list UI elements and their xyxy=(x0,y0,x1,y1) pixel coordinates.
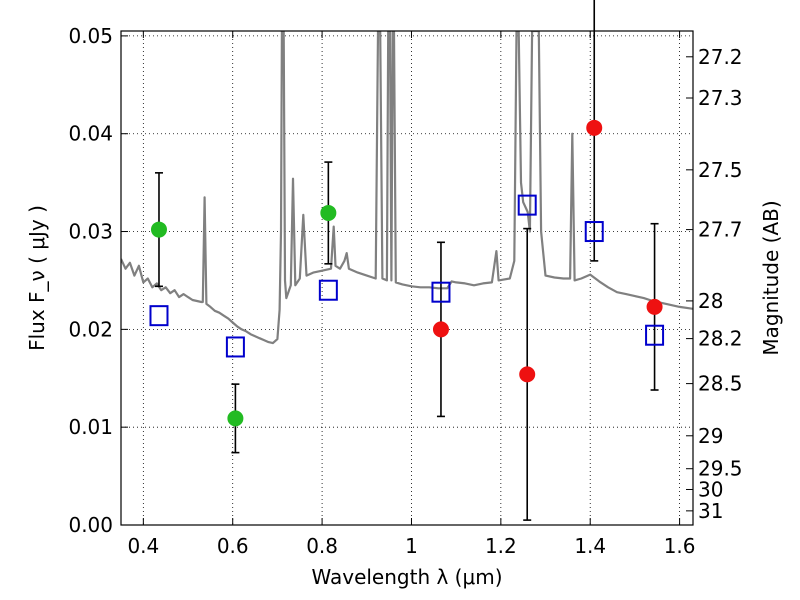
data-point xyxy=(150,221,167,238)
data-point xyxy=(519,366,536,383)
model-point xyxy=(584,221,604,243)
axis-ticks: 0.4 0.6 0.8 1 1.2 1.4 1.6 0.00 0.01 0.02 0.03 0.04 0… xyxy=(68,24,742,558)
model-point xyxy=(645,324,665,346)
plot-background xyxy=(121,31,693,525)
data-point xyxy=(432,321,449,338)
data-point xyxy=(586,119,603,136)
model-point xyxy=(149,305,169,327)
model-point xyxy=(431,281,451,303)
magnitude-tick-label: 28.5 xyxy=(698,372,743,396)
magnitude-tick-label: 31 xyxy=(698,499,723,523)
model-point xyxy=(318,279,338,301)
x-tick-label: 1.6 xyxy=(664,534,696,558)
data-point xyxy=(646,298,663,315)
plot-frame xyxy=(120,30,694,526)
data-points xyxy=(149,0,665,521)
y-tick-label: 0.00 xyxy=(68,513,113,537)
x-tick-label: 0.4 xyxy=(127,534,159,558)
magnitude-tick-label: 28 xyxy=(698,289,723,313)
y-tick-label: 0.05 xyxy=(68,24,113,48)
spectrum-line xyxy=(121,31,693,345)
magnitude-tick-label: 27.7 xyxy=(698,218,743,242)
magnitude-tick-label: 30 xyxy=(698,477,723,501)
x-tick-label: 1.2 xyxy=(485,534,517,558)
y-tick-label: 0.01 xyxy=(68,415,113,439)
model-spectrum xyxy=(121,31,693,345)
magnitude-tick-label: 27.3 xyxy=(698,86,743,110)
magnitude-tick-label: 29 xyxy=(698,424,723,448)
x-tick-label: 1.4 xyxy=(574,534,606,558)
magnitude-tick-label: 28.2 xyxy=(698,327,743,351)
model-point xyxy=(225,336,245,358)
magnitude-tick-label: 29.5 xyxy=(698,457,743,481)
y-tick-label: 0.02 xyxy=(68,317,113,341)
model-point xyxy=(517,194,537,216)
x-tick-label: 0.8 xyxy=(306,534,338,558)
data-point xyxy=(227,410,244,427)
y-tick-label: 0.03 xyxy=(68,220,113,244)
magnitude-tick-label: 27.2 xyxy=(698,45,743,69)
y2-axis-label: Magnitude (AB) xyxy=(759,200,783,355)
y-tick-label: 0.04 xyxy=(68,122,113,146)
y-axis-label: Flux F_ν ( μJy ) xyxy=(25,205,49,351)
x-axis-label: Wavelength λ (μm) xyxy=(311,565,502,589)
data-point xyxy=(320,204,337,221)
magnitude-tick-label: 27.5 xyxy=(698,158,743,182)
x-tick-label: 0.6 xyxy=(217,534,249,558)
x-tick-label: 1 xyxy=(405,534,418,558)
